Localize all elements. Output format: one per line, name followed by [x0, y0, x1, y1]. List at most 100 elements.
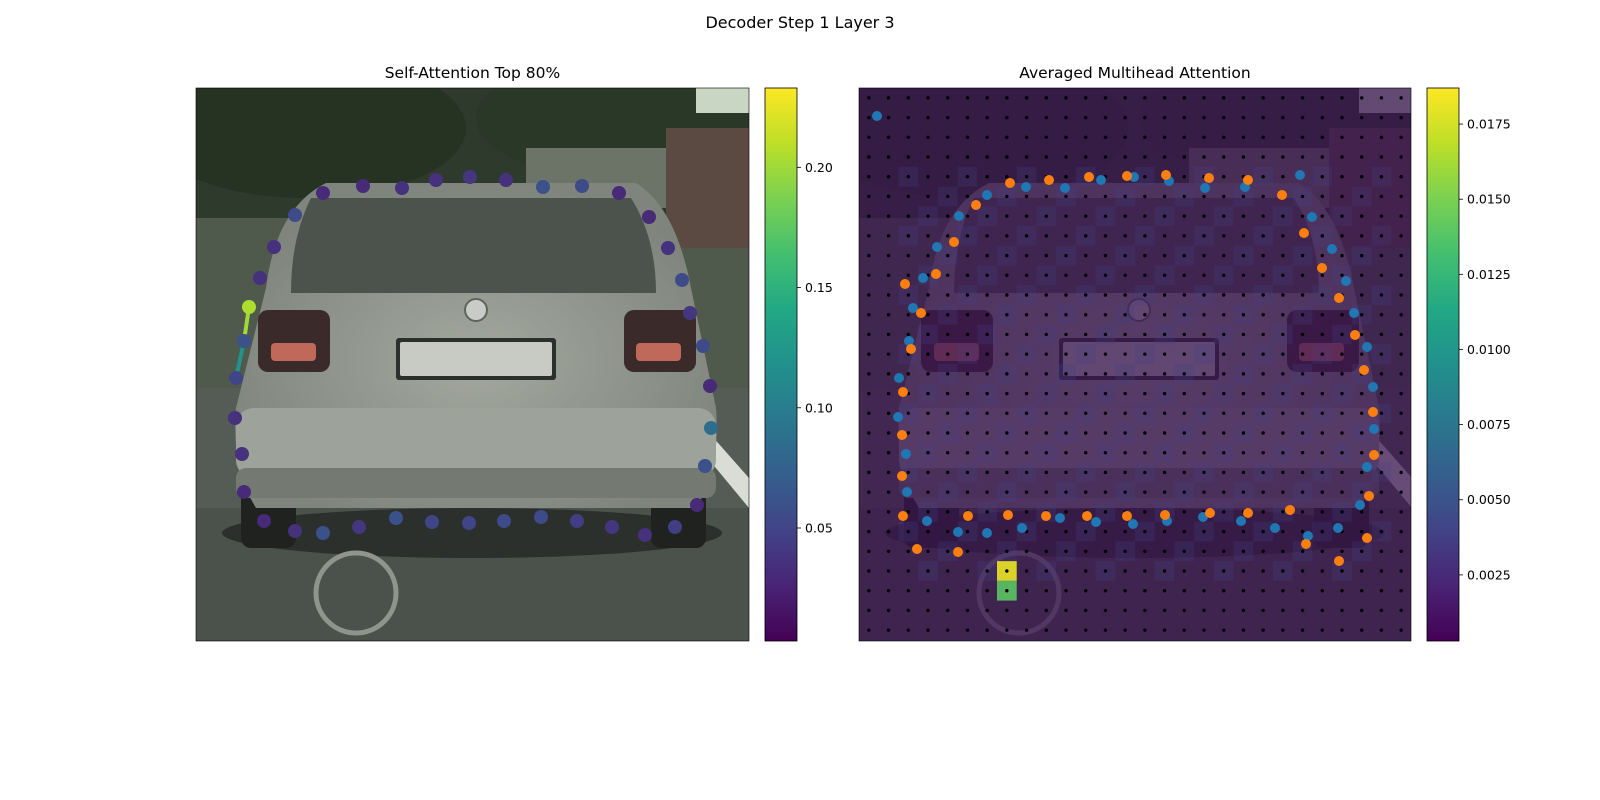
grid-dot	[1103, 293, 1108, 297]
blue-contour-point	[1060, 183, 1070, 193]
grid-dot	[946, 155, 950, 159]
grid-dot	[1005, 313, 1009, 317]
grid-dot	[1143, 569, 1147, 573]
grid-dot	[1241, 411, 1246, 415]
grid-dot	[1162, 293, 1167, 297]
grid-dot	[985, 214, 989, 218]
grid-dot	[1360, 332, 1364, 337]
grid-dot	[926, 253, 930, 258]
blue-contour-point	[902, 487, 912, 497]
grid-dot	[1261, 214, 1265, 218]
grid-dot	[946, 470, 950, 475]
grid-dot	[1379, 470, 1384, 475]
left-colorbar-ticks: 0.05 0.10 0.15 0.20	[797, 160, 833, 535]
contour-point	[612, 186, 626, 200]
orange-contour-point	[1362, 533, 1372, 543]
grid-dot	[1064, 313, 1068, 317]
grid-dot	[965, 589, 970, 593]
grid-dot	[1103, 451, 1108, 455]
grid-dot	[1320, 372, 1324, 376]
grid-dot	[1300, 529, 1305, 534]
grid-dot	[886, 549, 891, 553]
grid-dot	[1103, 155, 1108, 159]
blue-contour-point	[954, 211, 964, 221]
grid-dot	[1162, 155, 1167, 159]
grid-dot	[1123, 96, 1127, 100]
left-colorbar-tick-label: 0.15	[805, 280, 833, 295]
grid-dot	[1379, 510, 1384, 514]
orange-contour-point	[953, 547, 963, 557]
grid-dot	[867, 569, 871, 573]
grid-dot	[1143, 608, 1147, 613]
grid-dot	[1202, 431, 1206, 435]
grid-dot	[1044, 135, 1048, 139]
grid-dot	[1202, 135, 1206, 139]
blue-contour-point	[904, 336, 914, 346]
grid-dot	[965, 273, 970, 277]
grid-dot	[926, 549, 930, 553]
grid-dot	[1360, 313, 1364, 317]
grid-dot	[906, 115, 910, 120]
right-colorbar-tick-label: 0.0150	[1467, 192, 1511, 207]
grid-dot	[1123, 411, 1127, 415]
grid-dot	[867, 490, 871, 494]
grid-dot	[1162, 96, 1167, 100]
grid-dot	[1320, 253, 1324, 258]
grid-dot	[886, 96, 891, 100]
grid-dot	[886, 529, 891, 534]
grid-dot	[1399, 155, 1403, 159]
grid-dot	[1084, 234, 1088, 238]
grid-dot	[1044, 214, 1048, 218]
grid-dot	[1281, 273, 1285, 277]
grid-dot	[1241, 115, 1246, 120]
grid-dot	[1143, 214, 1147, 218]
grid-dot	[1064, 549, 1068, 553]
grid-dot	[1320, 451, 1324, 455]
grid-dot	[1261, 352, 1265, 356]
grid-dot	[1143, 490, 1147, 494]
grid-dot	[1340, 431, 1344, 435]
grid-dot	[1202, 194, 1206, 199]
grid-dot	[946, 175, 950, 179]
contour-point	[536, 180, 550, 194]
grid-dot	[1202, 293, 1206, 297]
grid-dot	[1399, 194, 1403, 199]
grid-dot	[985, 253, 989, 258]
grid-dot	[926, 569, 930, 573]
grid-dot	[1379, 214, 1384, 218]
grid-dot	[906, 510, 910, 514]
grid-dot	[1005, 155, 1009, 159]
grid-dot	[1202, 411, 1206, 415]
grid-dot	[946, 332, 950, 337]
grid-dot	[1241, 628, 1246, 632]
grid-dot	[1300, 549, 1305, 553]
grid-dot	[906, 608, 910, 613]
grid-dot	[926, 293, 930, 297]
grid-dot	[1182, 273, 1186, 277]
grid-dot	[1064, 510, 1068, 514]
grid-dot	[1202, 549, 1206, 553]
grid-dot	[1202, 115, 1206, 120]
contour-point	[683, 306, 697, 320]
blue-contour-point	[893, 412, 903, 422]
contour-point	[288, 524, 302, 538]
grid-dot	[1222, 411, 1226, 415]
grid-dot	[1399, 510, 1403, 514]
grid-dot	[1300, 352, 1305, 356]
grid-dot	[965, 293, 970, 297]
contour-point	[237, 334, 251, 348]
contour-point	[638, 528, 652, 542]
contour-point	[395, 181, 409, 195]
contour-point	[462, 516, 476, 530]
grid-dot	[1281, 135, 1285, 139]
grid-dot	[1103, 194, 1108, 199]
grid-dot	[1143, 352, 1147, 356]
grid-dot	[1143, 451, 1147, 455]
grid-dot	[1162, 372, 1167, 376]
grid-dot	[1241, 431, 1246, 435]
blue-contour-point	[1270, 523, 1280, 533]
grid-dot	[1202, 96, 1206, 100]
grid-dot	[1005, 569, 1009, 573]
grid-dot	[867, 391, 871, 396]
grid-dot	[1320, 470, 1324, 475]
